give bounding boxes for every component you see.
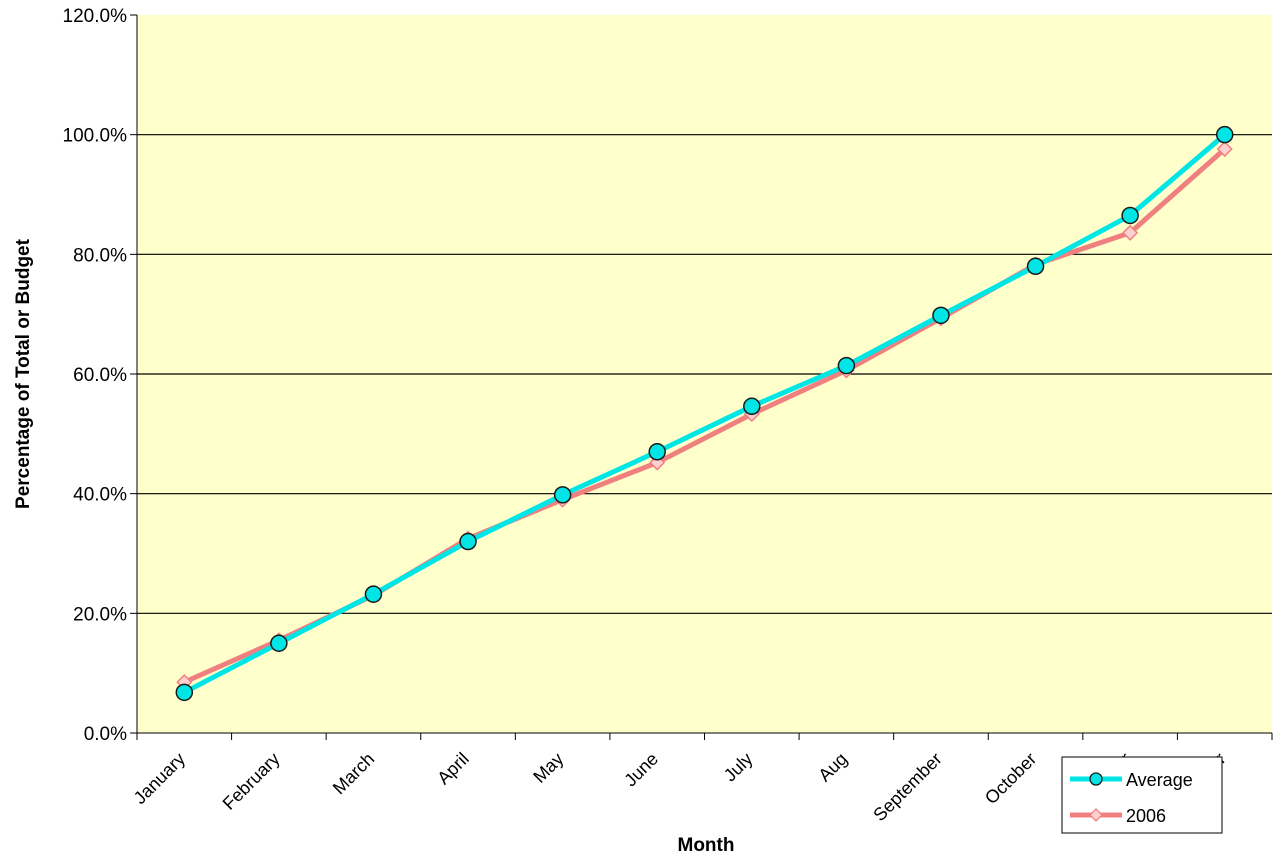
x-tick-label: January — [130, 749, 189, 808]
legend-label: 2006 — [1126, 806, 1166, 826]
y-tick-label: 0.0% — [84, 724, 127, 745]
x-tick-label: October — [981, 749, 1040, 808]
y-tick-label: 40.0% — [73, 485, 127, 506]
legend-box — [1061, 756, 1223, 834]
data-point-2006 — [1216, 140, 1233, 158]
x-tick-label: Aug — [814, 749, 851, 786]
x-axis-title: Month — [678, 835, 735, 856]
data-point-average — [364, 585, 383, 603]
y-tick-label: 100.0% — [63, 126, 128, 147]
data-point-average — [837, 356, 856, 375]
data-point-2006 — [1122, 224, 1139, 241]
data-point-average — [1215, 125, 1234, 144]
data-point-average — [932, 306, 950, 325]
x-tick-label: September — [869, 749, 945, 825]
x-tick-label: July — [720, 749, 757, 786]
y-tick-labels: 0.0% 20.0% 40.0% 60.0% 80.0% 100.0% 120.0% — [63, 6, 128, 745]
legend-label: Average — [1126, 770, 1193, 790]
x-tick-label: April — [433, 749, 473, 789]
data-point-average — [175, 683, 194, 702]
x-tick-label: February — [219, 749, 284, 814]
gridlines — [137, 134, 1272, 614]
data-point-average — [1026, 257, 1045, 276]
legend-marker — [1089, 808, 1103, 822]
x-tick-label: March — [329, 749, 379, 799]
data-point-average — [1121, 206, 1139, 225]
x-tick-label: May — [529, 749, 567, 787]
y-tick-label: 80.0% — [73, 245, 127, 266]
data-point-average — [553, 486, 572, 504]
series-line-average — [183, 132, 1227, 695]
legend: Average 2006 — [1061, 756, 1223, 834]
y-tick-label: 60.0% — [73, 365, 127, 386]
y-tick-label: 20.0% — [73, 604, 127, 625]
y-axis-title: Percentage of Total or Budget — [13, 238, 34, 509]
legend-marker — [1089, 772, 1103, 786]
axes — [130, 14, 1273, 740]
data-point-average — [459, 532, 477, 551]
x-tick-label: June — [620, 749, 662, 791]
y-tick-label: 120.0% — [63, 6, 128, 27]
data-point-average — [270, 634, 288, 652]
data-point-average — [743, 397, 761, 416]
data-point-average — [648, 443, 666, 461]
series-group — [175, 125, 1234, 702]
